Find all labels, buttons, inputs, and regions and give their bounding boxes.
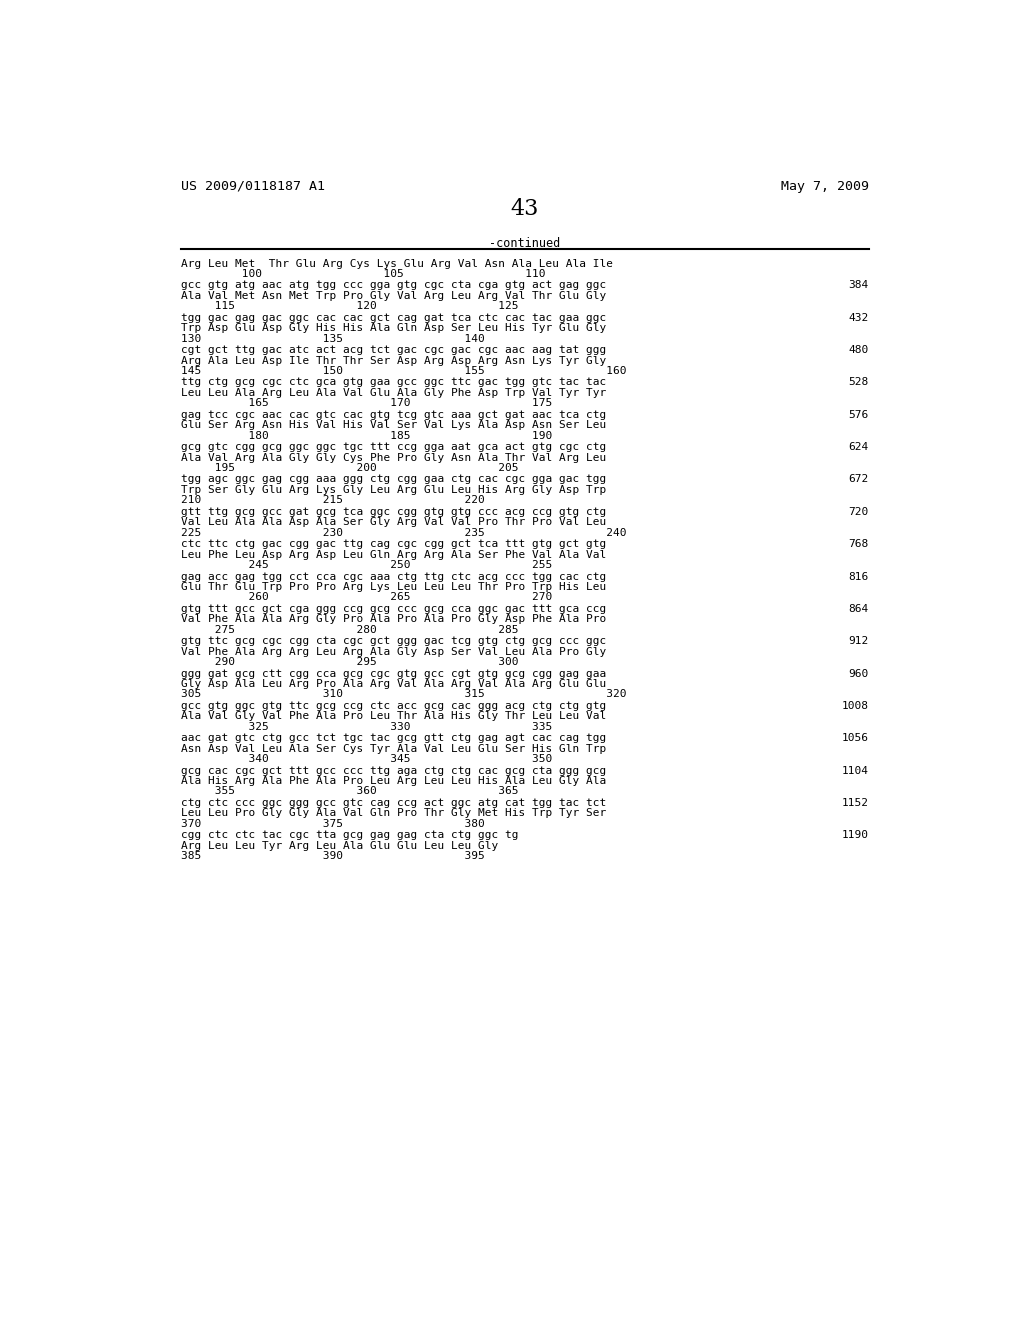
Text: Trp Asp Glu Asp Gly His His Ala Gln Asp Ser Leu His Tyr Glu Gly: Trp Asp Glu Asp Gly His His Ala Gln Asp … [180,323,606,333]
Text: 432: 432 [849,313,869,323]
Text: Ala Val Gly Val Phe Ala Pro Leu Thr Ala His Gly Thr Leu Leu Val: Ala Val Gly Val Phe Ala Pro Leu Thr Ala … [180,711,606,721]
Text: -continued: -continued [489,238,560,249]
Text: ggg gat gcg ctt cgg cca gcg cgc gtg gcc cgt gtg gcg cgg gag gaa: ggg gat gcg ctt cgg cca gcg cgc gtg gcc … [180,668,606,678]
Text: Ala His Arg Ala Phe Ala Pro Leu Arg Leu Leu His Ala Leu Gly Ala: Ala His Arg Ala Phe Ala Pro Leu Arg Leu … [180,776,606,785]
Text: Leu Leu Ala Arg Leu Ala Val Glu Ala Gly Phe Asp Trp Val Tyr Tyr: Leu Leu Ala Arg Leu Ala Val Glu Ala Gly … [180,388,606,397]
Text: Glu Ser Arg Asn His Val His Val Ser Val Lys Ala Asp Asn Ser Leu: Glu Ser Arg Asn His Val His Val Ser Val … [180,420,606,430]
Text: 1152: 1152 [842,797,869,808]
Text: 370                  375                  380: 370 375 380 [180,818,484,829]
Text: 325                  330                  335: 325 330 335 [180,722,552,731]
Text: 210                  215                  220: 210 215 220 [180,495,484,506]
Text: cgg ctc ctc tac cgc tta gcg gag gag cta ctg ggc tg: cgg ctc ctc tac cgc tta gcg gag gag cta … [180,830,518,841]
Text: 43: 43 [511,198,539,220]
Text: 1190: 1190 [842,830,869,841]
Text: gcc gtg atg aac atg tgg ccc gga gtg cgc cta cga gtg act gag ggc: gcc gtg atg aac atg tgg ccc gga gtg cgc … [180,280,606,290]
Text: aac gat gtc ctg gcc tct tgc tac gcg gtt ctg gag agt cac cag tgg: aac gat gtc ctg gcc tct tgc tac gcg gtt … [180,733,606,743]
Text: Gly Asp Ala Leu Arg Pro Ala Arg Val Ala Arg Val Ala Arg Glu Glu: Gly Asp Ala Leu Arg Pro Ala Arg Val Ala … [180,678,606,689]
Text: 145                  150                  155                  160: 145 150 155 160 [180,366,627,376]
Text: 165                  170                  175: 165 170 175 [180,399,552,408]
Text: May 7, 2009: May 7, 2009 [781,180,869,193]
Text: ctg ctc ccc ggc ggg gcc gtc cag ccg act ggc atg cat tgg tac tct: ctg ctc ccc ggc ggg gcc gtc cag ccg act … [180,797,606,808]
Text: 225                  230                  235                  240: 225 230 235 240 [180,528,627,537]
Text: 624: 624 [849,442,869,453]
Text: gtg ttt gcc gct cga ggg ccg gcg ccc gcg cca ggc gac ttt gca ccg: gtg ttt gcc gct cga ggg ccg gcg ccc gcg … [180,603,606,614]
Text: 180                  185                  190: 180 185 190 [180,430,552,441]
Text: ctc ttc ctg gac cgg gac ttg cag cgc cgg gct tca ttt gtg gct gtg: ctc ttc ctg gac cgg gac ttg cag cgc cgg … [180,539,606,549]
Text: gtg ttc gcg cgc cgg cta cgc gct ggg gac tcg gtg ctg gcg ccc ggc: gtg ttc gcg cgc cgg cta cgc gct ggg gac … [180,636,606,647]
Text: 768: 768 [849,539,869,549]
Text: cgt gct ttg gac atc act acg tct gac cgc gac cgc aac aag tat ggg: cgt gct ttg gac atc act acg tct gac cgc … [180,345,606,355]
Text: Val Phe Ala Arg Arg Leu Arg Ala Gly Asp Ser Val Leu Ala Pro Gly: Val Phe Ala Arg Arg Leu Arg Ala Gly Asp … [180,647,606,656]
Text: US 2009/0118187 A1: US 2009/0118187 A1 [180,180,325,193]
Text: 480: 480 [849,345,869,355]
Text: Arg Ala Leu Asp Ile Thr Thr Ser Asp Arg Asp Arg Asn Lys Tyr Gly: Arg Ala Leu Asp Ile Thr Thr Ser Asp Arg … [180,355,606,366]
Text: Leu Phe Leu Asp Arg Asp Leu Gln Arg Arg Ala Ser Phe Val Ala Val: Leu Phe Leu Asp Arg Asp Leu Gln Arg Arg … [180,549,606,560]
Text: 576: 576 [849,409,869,420]
Text: gtt ttg gcg gcc gat gcg tca ggc cgg gtg gtg ccc acg ccg gtg ctg: gtt ttg gcg gcc gat gcg tca ggc cgg gtg … [180,507,606,517]
Text: tgg agc ggc gag cgg aaa ggg ctg cgg gaa ctg cac cgc gga gac tgg: tgg agc ggc gag cgg aaa ggg ctg cgg gaa … [180,474,606,484]
Text: gag tcc cgc aac cac gtc cac gtg tcg gtc aaa gct gat aac tca ctg: gag tcc cgc aac cac gtc cac gtg tcg gtc … [180,409,606,420]
Text: gag acc gag tgg cct cca cgc aaa ctg ttg ctc acg ccc tgg cac ctg: gag acc gag tgg cct cca cgc aaa ctg ttg … [180,572,606,582]
Text: 305                  310                  315                  320: 305 310 315 320 [180,689,627,700]
Text: 100                  105                  110: 100 105 110 [180,269,545,279]
Text: Glu Thr Glu Trp Pro Pro Arg Lys Leu Leu Leu Thr Pro Trp His Leu: Glu Thr Glu Trp Pro Pro Arg Lys Leu Leu … [180,582,606,591]
Text: Val Phe Ala Ala Arg Gly Pro Ala Pro Ala Pro Gly Asp Phe Ala Pro: Val Phe Ala Ala Arg Gly Pro Ala Pro Ala … [180,614,606,624]
Text: Trp Ser Gly Glu Arg Lys Gly Leu Arg Glu Leu His Arg Gly Asp Trp: Trp Ser Gly Glu Arg Lys Gly Leu Arg Glu … [180,484,606,495]
Text: gcg cac cgc gct ttt gcc ccc ttg aga ctg ctg cac gcg cta ggg gcg: gcg cac cgc gct ttt gcc ccc ttg aga ctg … [180,766,606,776]
Text: gcc gtg ggc gtg ttc gcg ccg ctc acc gcg cac ggg acg ctg ctg gtg: gcc gtg ggc gtg ttc gcg ccg ctc acc gcg … [180,701,606,711]
Text: Ala Val Arg Ala Gly Gly Cys Phe Pro Gly Asn Ala Thr Val Arg Leu: Ala Val Arg Ala Gly Gly Cys Phe Pro Gly … [180,453,606,462]
Text: Val Leu Ala Ala Asp Ala Ser Gly Arg Val Val Pro Thr Pro Val Leu: Val Leu Ala Ala Asp Ala Ser Gly Arg Val … [180,517,606,527]
Text: 275                  280                  285: 275 280 285 [180,624,518,635]
Text: 960: 960 [849,668,869,678]
Text: 355                  360                  365: 355 360 365 [180,787,518,796]
Text: 864: 864 [849,603,869,614]
Text: 1056: 1056 [842,733,869,743]
Text: 195                  200                  205: 195 200 205 [180,463,518,473]
Text: 115                  120                  125: 115 120 125 [180,301,518,312]
Text: 245                  250                  255: 245 250 255 [180,560,552,570]
Text: 672: 672 [849,474,869,484]
Text: Asn Asp Val Leu Ala Ser Cys Tyr Ala Val Leu Glu Ser His Gln Trp: Asn Asp Val Leu Ala Ser Cys Tyr Ala Val … [180,743,606,754]
Text: 816: 816 [849,572,869,582]
Text: 130                  135                  140: 130 135 140 [180,334,484,343]
Text: 260                  265                  270: 260 265 270 [180,593,552,602]
Text: Arg Leu Met  Thr Glu Arg Cys Lys Glu Arg Val Asn Ala Leu Ala Ile: Arg Leu Met Thr Glu Arg Cys Lys Glu Arg … [180,259,612,268]
Text: 720: 720 [849,507,869,517]
Text: tgg gac gag gac ggc cac cac gct cag gat tca ctc cac tac gaa ggc: tgg gac gag gac ggc cac cac gct cag gat … [180,313,606,323]
Text: gcg gtc cgg gcg ggc ggc tgc ttt ccg gga aat gca act gtg cgc ctg: gcg gtc cgg gcg ggc ggc tgc ttt ccg gga … [180,442,606,453]
Text: 528: 528 [849,378,869,388]
Text: 912: 912 [849,636,869,647]
Text: 385                  390                  395: 385 390 395 [180,851,484,861]
Text: ttg ctg gcg cgc ctc gca gtg gaa gcc ggc ttc gac tgg gtc tac tac: ttg ctg gcg cgc ctc gca gtg gaa gcc ggc … [180,378,606,388]
Text: 340                  345                  350: 340 345 350 [180,754,552,764]
Text: Arg Leu Leu Tyr Arg Leu Ala Glu Glu Leu Leu Gly: Arg Leu Leu Tyr Arg Leu Ala Glu Glu Leu … [180,841,498,850]
Text: Ala Val Met Asn Met Trp Pro Gly Val Arg Leu Arg Val Thr Glu Gly: Ala Val Met Asn Met Trp Pro Gly Val Arg … [180,290,606,301]
Text: 384: 384 [849,280,869,290]
Text: Leu Leu Pro Gly Gly Ala Val Gln Pro Thr Gly Met His Trp Tyr Ser: Leu Leu Pro Gly Gly Ala Val Gln Pro Thr … [180,808,606,818]
Text: 1104: 1104 [842,766,869,776]
Text: 1008: 1008 [842,701,869,711]
Text: 290                  295                  300: 290 295 300 [180,657,518,667]
